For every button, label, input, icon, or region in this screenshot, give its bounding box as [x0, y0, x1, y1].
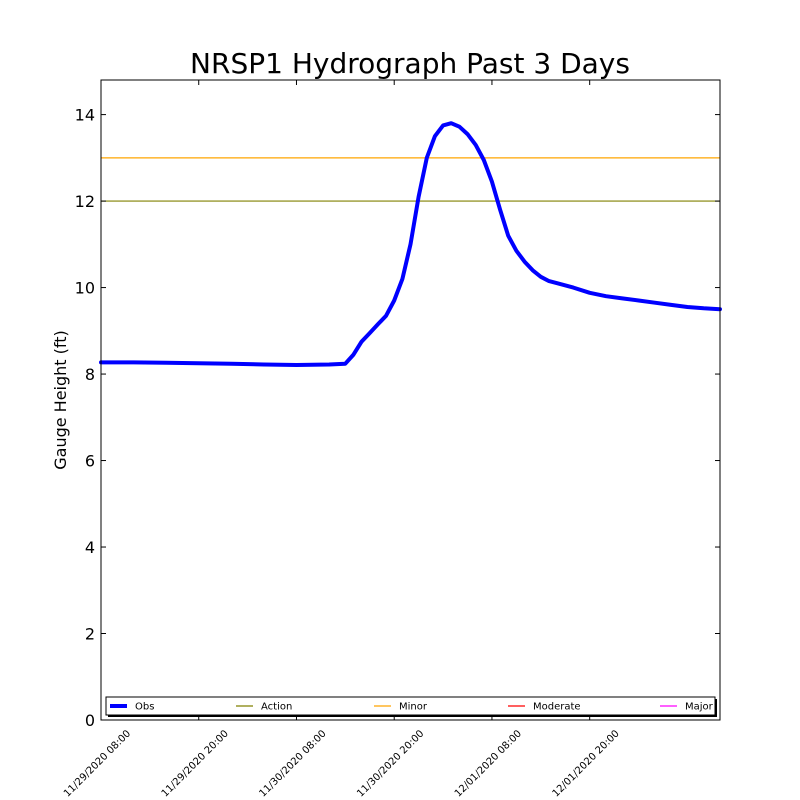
legend-label-major: Major: [685, 702, 714, 713]
y-axis-label: Gauge Height (ft): [51, 330, 70, 470]
x-tick-label: 11/29/2020 20:00: [160, 728, 231, 799]
plot-frame: [100, 79, 721, 721]
x-tick-label: 11/29/2020 08:00: [62, 728, 133, 799]
y-tick-label: 0: [85, 711, 95, 730]
legend-label-moderate: Moderate: [533, 702, 581, 713]
x-tick-label: 12/01/2020 20:00: [551, 728, 622, 799]
x-tick-label: 12/01/2020 08:00: [453, 728, 524, 799]
chart-title: NRSP1 Hydrograph Past 3 Days: [190, 47, 630, 80]
y-tick-label: 4: [85, 538, 95, 557]
legend-label-obs: Obs: [135, 702, 154, 713]
plot-area: [99, 121, 722, 367]
series-line-obs: [99, 121, 722, 367]
y-tick-label: 6: [85, 452, 95, 471]
y-tick-label: 10: [75, 279, 95, 298]
legend-label-minor: Minor: [399, 702, 428, 713]
axes: 0 2 4 6 8 10 12 14 11/29/2020 08:00 11/29/2020 20…: [62, 80, 720, 800]
x-tick-label: 11/30/2020 08:00: [257, 728, 328, 799]
legend: Obs Action Minor Moderate Major: [105, 696, 717, 717]
y-tick-label: 12: [75, 192, 95, 211]
legend-box: [105, 696, 716, 716]
y-tick-label: 14: [75, 106, 95, 125]
y-tick-label: 8: [85, 365, 95, 384]
y-tick-label: 2: [85, 625, 95, 644]
legend-label-action: Action: [261, 702, 292, 713]
x-tick-label: 11/30/2020 20:00: [355, 728, 426, 799]
